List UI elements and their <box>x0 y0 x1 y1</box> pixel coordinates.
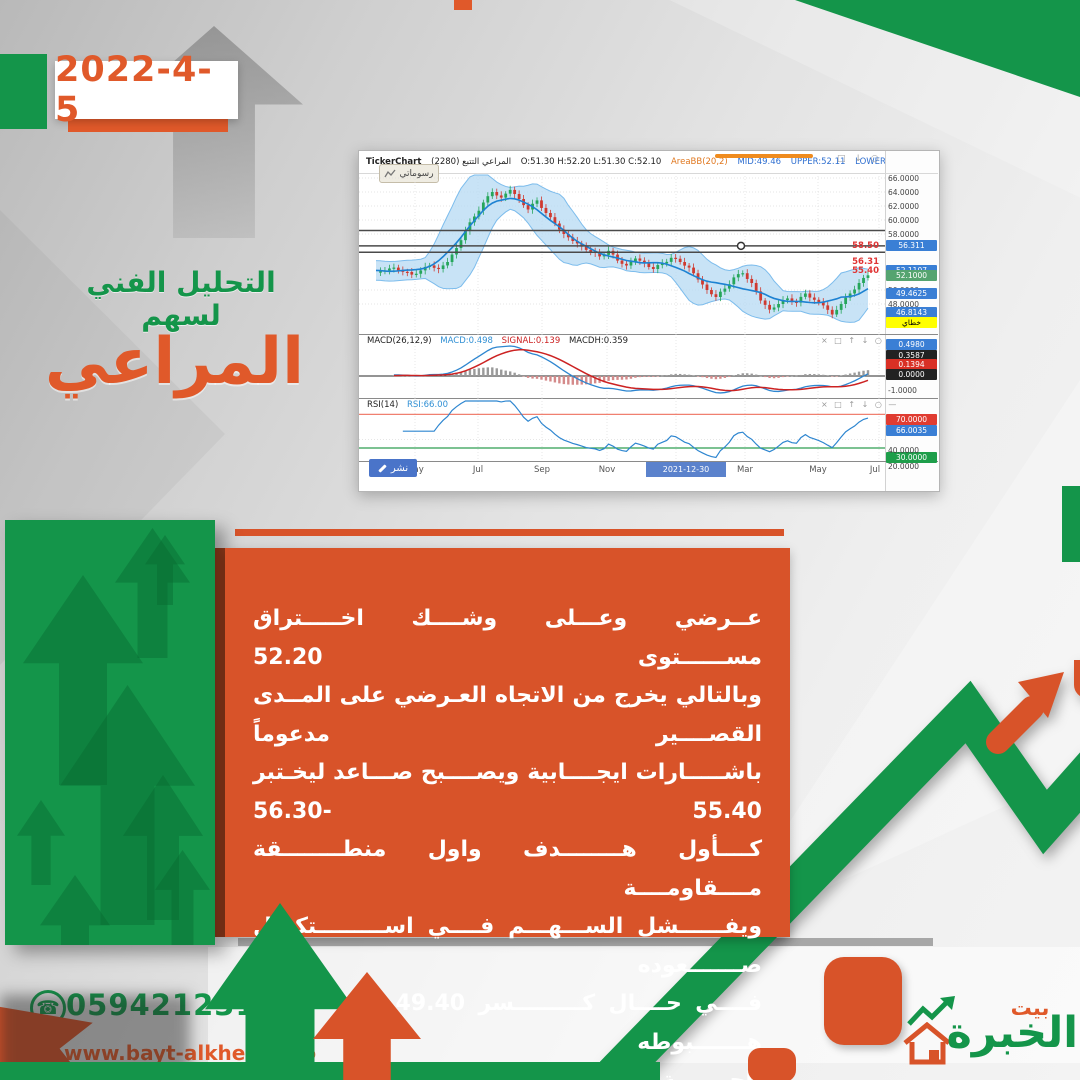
y-axis-tick: 62.0000 <box>888 202 920 211</box>
pattern-up-arrow-icon <box>115 528 190 658</box>
orange-rounded-square-small <box>748 1048 796 1080</box>
symbol-name: المراعي التتبع (2280) <box>431 157 512 167</box>
bb-upper: UPPER:52.11 <box>790 157 846 167</box>
analysis-line: عــرضي وعـــلى وشــــك اخـــــتراق مســـ… <box>253 606 762 670</box>
y-axis-tick: 66.0000 <box>888 174 920 183</box>
x-axis-tick: Mar <box>736 465 754 475</box>
y-axis-tick: 58.0000 <box>888 230 920 239</box>
analysis-line: كــــأول هــــــــدف واول منطــــــــقة … <box>253 837 762 901</box>
rsi-value: RSI:66.00 <box>406 400 448 410</box>
logo-house-icon <box>903 1022 951 1065</box>
macd-value: MACD:0.498 <box>440 336 493 346</box>
green-arrows-panel <box>5 520 215 945</box>
rsi-badge: 30.0000 <box>886 452 937 463</box>
window-controls-icons[interactable]: □ ↓ ○ — <box>837 154 900 164</box>
level-label: 58.50 <box>852 241 879 251</box>
rsi-header: RSI(14) RSI:66.00 <box>367 400 448 410</box>
panel-divider <box>359 334 938 335</box>
right-green-accent <box>1062 486 1080 562</box>
loading-bar <box>715 154 813 158</box>
box-back-strip <box>211 548 229 937</box>
price-badge: 56.311 <box>886 240 937 252</box>
rsi-plot[interactable] <box>359 398 885 461</box>
zigzag-icon <box>384 169 396 177</box>
logo-chart-arrow-icon <box>907 996 955 1026</box>
macd-plot[interactable] <box>359 334 885 398</box>
signal-value: SIGNAL:0.139 <box>501 336 561 346</box>
bb-lower: LOWER:46.81 <box>855 157 913 167</box>
price-badge: 52.1000 <box>886 269 937 281</box>
macd-badge: 0.1394 <box>886 359 937 370</box>
bottom-green-strip <box>0 1062 660 1080</box>
rsi-axis-tick: 20.0000 <box>888 462 920 471</box>
level-label: 55.40 <box>852 266 879 276</box>
top-orange-accent <box>454 0 472 10</box>
rsi-axis-tick: 40.0000 <box>888 446 920 455</box>
panel-divider <box>359 398 938 399</box>
rsi-window-controls-icons[interactable]: × □ ↑ ↓ ○ — <box>821 400 899 409</box>
date-accent-square <box>0 54 47 129</box>
app-name: TickerChart <box>366 157 422 167</box>
rsi-badge: 70.0000 <box>886 414 937 425</box>
macdh-value: MACDH:0.359 <box>568 336 629 346</box>
x-axis-tick: Jul <box>472 465 484 475</box>
pattern-up-arrow-icon <box>40 875 110 945</box>
drawings-button[interactable]: رسوماتي <box>379 164 439 183</box>
ohlc-values: O:51.30 H:52.20 L:51.30 C:52.10 <box>520 157 662 167</box>
title-subline: التحليل الفني لسهم <box>86 266 276 332</box>
indicator-name: AreaBB(20,2) <box>670 157 728 167</box>
rsi-badge: 66.0035 <box>886 425 937 436</box>
x-axis-tick: May <box>809 465 827 475</box>
analysis-line: باشـــــارات ايجــــابية ويصــــبح صـــا… <box>253 760 762 824</box>
x-axis-tick: Jul <box>869 465 881 475</box>
pencil-icon <box>378 463 387 473</box>
macd-header: MACD(26,12,9) MACD:0.498 SIGNAL:0.139 MA… <box>367 336 629 346</box>
analysis-line: ويفــــــشل الســـهـــم فــــي اســـــــ… <box>253 914 762 978</box>
price-badge: 49.4625 <box>886 288 937 300</box>
macd-badge: 0.0000 <box>886 369 937 380</box>
macd-badge: 0.3587 <box>886 350 937 361</box>
orange-rounded-square <box>824 957 902 1045</box>
post-date: 2022-4-5 <box>55 50 213 130</box>
level-label: 56.31 <box>852 257 879 267</box>
macd-window-controls-icons[interactable]: × □ ↑ ↓ ○ — <box>821 336 899 345</box>
price-plot[interactable] <box>359 173 885 334</box>
y-axis-tick: 64.0000 <box>888 188 920 197</box>
analysis-box: عــرضي وعـــلى وشــــك اخـــــتراق مســـ… <box>225 548 790 1080</box>
publish-button[interactable]: نشر <box>369 459 417 477</box>
x-axis-tick: Nov <box>598 465 616 475</box>
title-mainline: المراعي <box>44 325 304 399</box>
date-badge: 2022-4-5 <box>55 50 238 130</box>
crosshair-date-label: 2021-12-30 Thursday <box>646 462 726 489</box>
logo-word-khebra: الخبرة <box>946 1008 1078 1058</box>
box-shadow-bar <box>238 938 933 946</box>
macd-axis-tick: -1.0000 <box>888 386 917 395</box>
pattern-up-arrow-icon <box>17 800 65 885</box>
price-badge: خطاي <box>886 317 937 329</box>
corner-green-shape <box>795 0 1080 97</box>
panel-divider <box>359 461 938 462</box>
tickerchart-window[interactable]: TickerChart المراعي التتبع (2280) O:51.3… <box>358 150 940 492</box>
y-axis-tick: 48.0000 <box>888 300 920 309</box>
macd-badge: 0.4980 <box>886 339 937 350</box>
box-top-accent <box>235 529 784 536</box>
logo-word-bayt: بيت <box>1010 996 1050 1020</box>
analysis-line: وبالتالي يخرج من الاتجاه العـرضي على الم… <box>253 683 762 747</box>
bb-mid: MID:49.46 <box>737 157 782 167</box>
date-underline <box>68 119 228 132</box>
y-axis-tick: 60.0000 <box>888 216 920 225</box>
panel-divider <box>359 173 938 174</box>
x-axis-tick: Sep <box>533 465 551 475</box>
post-title: التحليل الفني لسهم المراعي <box>44 266 304 399</box>
price-badge: 46.8143 <box>886 306 937 318</box>
